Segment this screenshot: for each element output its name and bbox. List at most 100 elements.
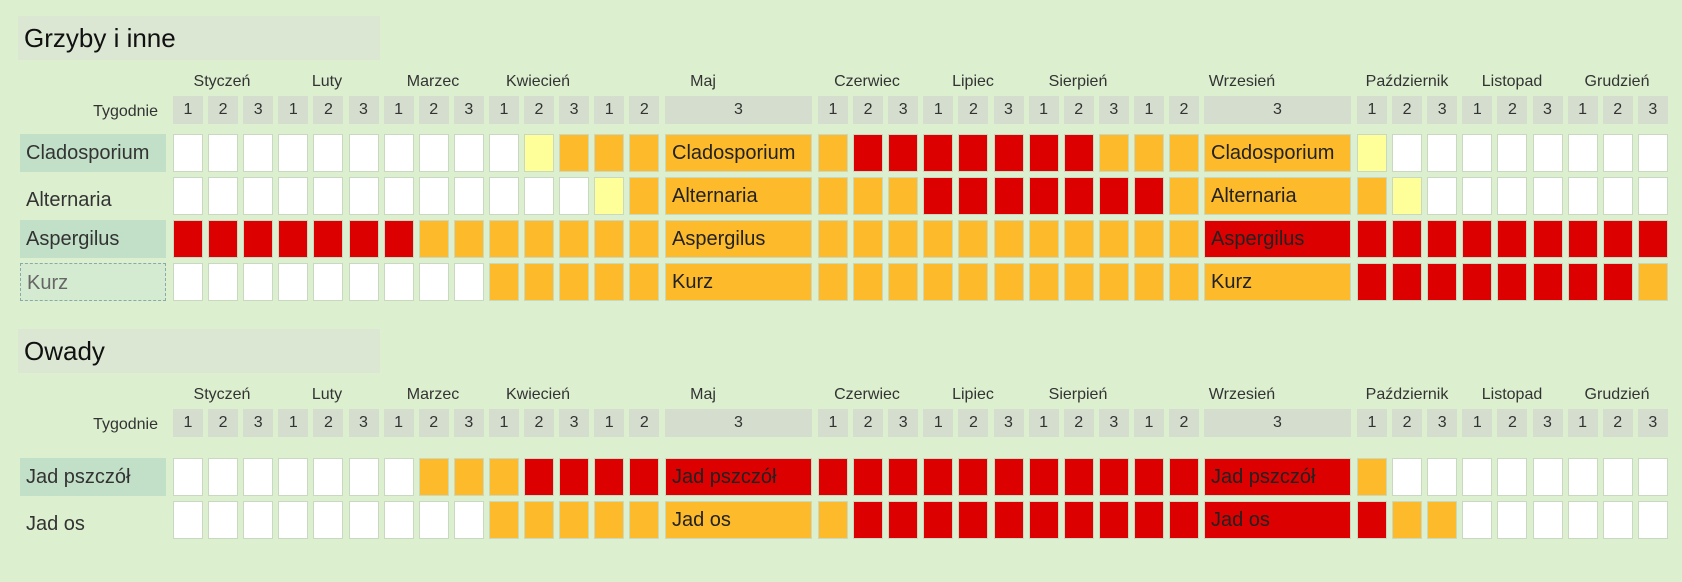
level-cell bbox=[524, 501, 554, 539]
week-number: 1 bbox=[488, 96, 519, 124]
week-number: 2 bbox=[629, 409, 660, 437]
level-cell bbox=[1462, 220, 1493, 258]
level-cell bbox=[1133, 458, 1164, 496]
level-cell bbox=[1133, 263, 1164, 301]
level-cell bbox=[173, 134, 203, 172]
month-label: Październik bbox=[1365, 73, 1449, 90]
level-cell bbox=[278, 263, 309, 301]
level-cell bbox=[629, 177, 660, 215]
level-cell bbox=[629, 501, 660, 539]
level-cell bbox=[524, 177, 554, 215]
month-label: Wrzesień bbox=[1208, 386, 1276, 403]
level-cell bbox=[243, 263, 274, 301]
week-number: 3 bbox=[243, 409, 274, 437]
week-number: 2 bbox=[629, 96, 660, 124]
level-cell bbox=[1602, 220, 1633, 258]
month-label: Lipiec bbox=[952, 386, 994, 403]
row-label: Jad pszczół bbox=[20, 458, 166, 496]
row-label: Cladosporium bbox=[20, 134, 166, 172]
level-cell bbox=[1392, 458, 1423, 496]
month-label: Listopad bbox=[1481, 386, 1543, 403]
month-label: Styczeń bbox=[193, 73, 251, 90]
level-cell bbox=[1392, 220, 1423, 258]
level-cell bbox=[1063, 177, 1094, 215]
level-cell: Jad os bbox=[665, 501, 812, 539]
month-label: Sierpień bbox=[1048, 386, 1108, 403]
level-cell bbox=[383, 220, 414, 258]
level-cell bbox=[488, 177, 519, 215]
level-cell bbox=[1567, 220, 1598, 258]
level-cell bbox=[559, 501, 590, 539]
level-cell bbox=[453, 220, 484, 258]
level-cell bbox=[1133, 177, 1164, 215]
level-cell bbox=[1169, 220, 1199, 258]
month-label: Czerwiec bbox=[834, 73, 900, 90]
week-number: 2 bbox=[1602, 409, 1633, 437]
level-cell bbox=[559, 220, 590, 258]
level-cell bbox=[1028, 458, 1059, 496]
level-cell bbox=[173, 501, 203, 539]
level-cell bbox=[958, 220, 989, 258]
level-cell: Alternaria bbox=[1204, 177, 1351, 215]
level-cell bbox=[1357, 501, 1387, 539]
week-number: 2 bbox=[1497, 96, 1528, 124]
level-cell bbox=[594, 220, 625, 258]
level-cell bbox=[278, 177, 309, 215]
level-cell bbox=[1602, 458, 1633, 496]
level-cell bbox=[173, 177, 203, 215]
level-cell bbox=[1602, 177, 1633, 215]
level-cell bbox=[208, 177, 239, 215]
level-cell bbox=[348, 134, 379, 172]
level-cell bbox=[888, 501, 919, 539]
section-title: Grzyby i inne bbox=[18, 16, 380, 60]
level-cell bbox=[278, 220, 309, 258]
level-cell bbox=[853, 263, 884, 301]
level-cell bbox=[488, 220, 519, 258]
month-label: Grudzień bbox=[1584, 386, 1650, 403]
level-cell: Aspergilus bbox=[665, 220, 812, 258]
week-number: 2 bbox=[1169, 409, 1199, 437]
week-number: 3 bbox=[888, 409, 919, 437]
level-cell bbox=[1602, 263, 1633, 301]
level-cell bbox=[313, 263, 344, 301]
level-cell bbox=[1567, 177, 1598, 215]
level-cell bbox=[1462, 501, 1493, 539]
level-cell: Aspergilus bbox=[1204, 220, 1351, 258]
level-cell bbox=[993, 263, 1024, 301]
level-cell bbox=[993, 220, 1024, 258]
level-cell bbox=[629, 458, 660, 496]
row-label: Alternaria bbox=[26, 189, 112, 211]
week-number: 2 bbox=[1602, 96, 1633, 124]
level-cell bbox=[1637, 134, 1668, 172]
month-label: Maj bbox=[690, 386, 716, 403]
level-cell bbox=[488, 263, 519, 301]
level-cell bbox=[243, 220, 274, 258]
level-cell bbox=[1028, 220, 1059, 258]
week-number: 3 bbox=[1532, 96, 1563, 124]
level-cell bbox=[594, 501, 625, 539]
level-cell bbox=[1497, 263, 1528, 301]
level-cell bbox=[1462, 458, 1493, 496]
level-cell bbox=[418, 134, 449, 172]
week-number: 1 bbox=[1462, 409, 1493, 437]
week-number: 3 bbox=[1637, 409, 1668, 437]
level-cell bbox=[594, 134, 625, 172]
level-cell bbox=[993, 177, 1024, 215]
level-cell bbox=[524, 458, 554, 496]
level-cell bbox=[888, 177, 919, 215]
week-header-label: Tygodnie bbox=[93, 416, 158, 433]
level-cell bbox=[1427, 220, 1458, 258]
month-label: Sierpień bbox=[1048, 73, 1108, 90]
level-cell bbox=[278, 458, 309, 496]
level-cell bbox=[173, 220, 203, 258]
level-cell bbox=[1357, 220, 1387, 258]
week-number: 1 bbox=[1357, 96, 1387, 124]
level-cell bbox=[1098, 177, 1129, 215]
week-number: 2 bbox=[958, 409, 989, 437]
level-cell bbox=[1357, 177, 1387, 215]
level-cell bbox=[1532, 458, 1563, 496]
level-cell bbox=[888, 134, 919, 172]
week-number: 2 bbox=[1063, 96, 1094, 124]
month-label: Luty bbox=[311, 73, 343, 90]
level-cell bbox=[1497, 134, 1528, 172]
